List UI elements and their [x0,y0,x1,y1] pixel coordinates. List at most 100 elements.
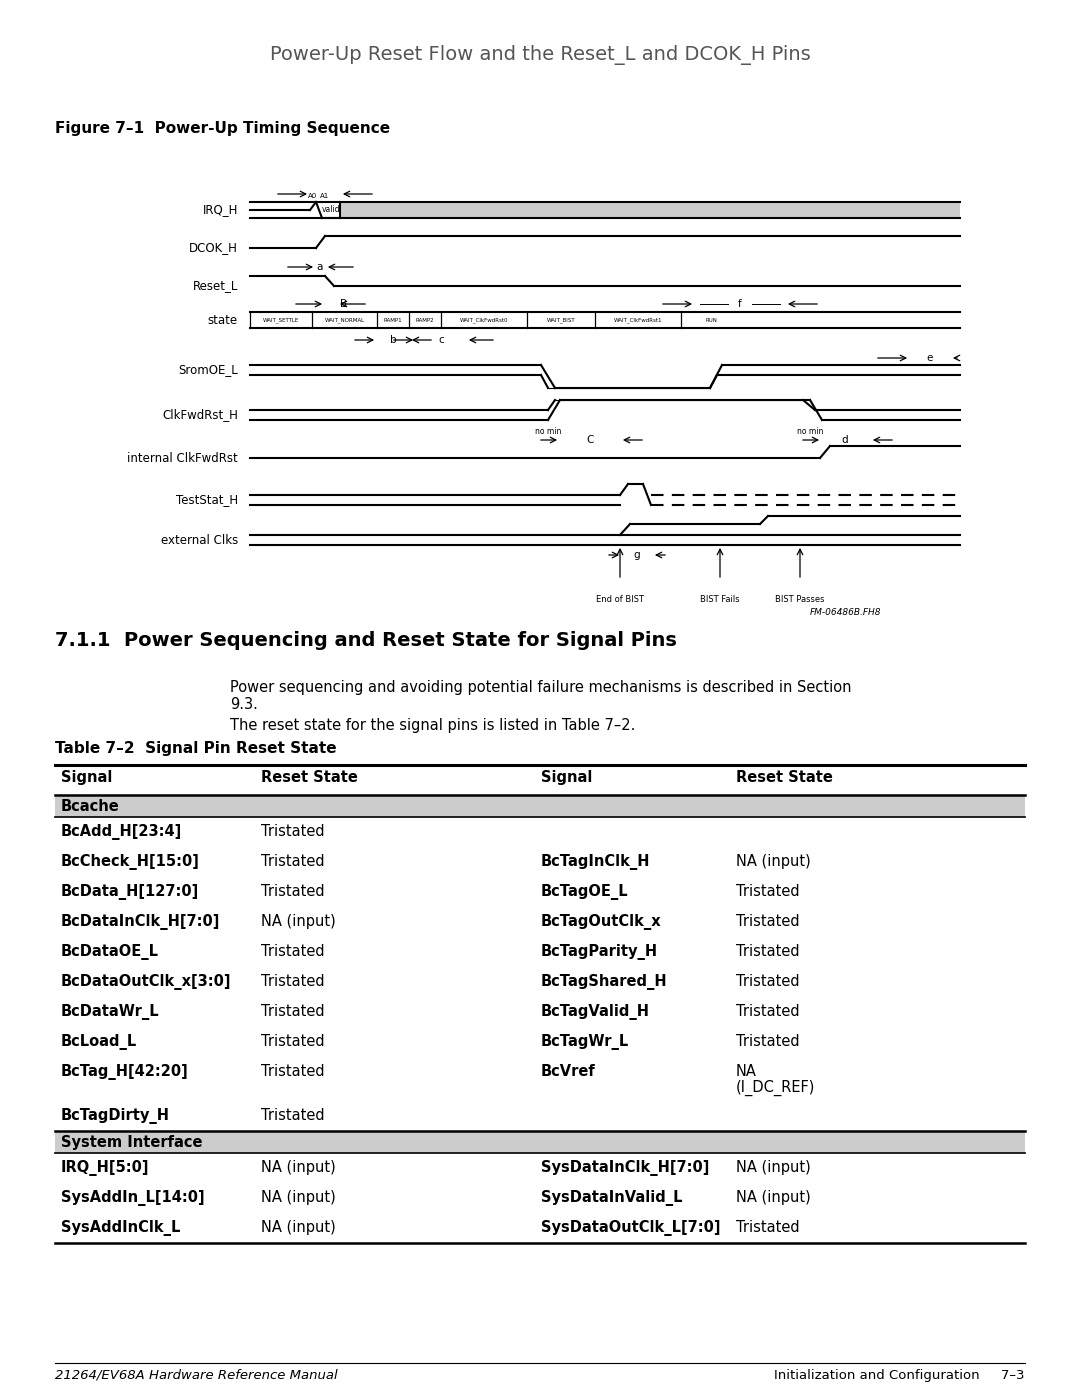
Text: BcTag_H[42:20]: BcTag_H[42:20] [60,1065,189,1080]
Text: BcTagParity_H: BcTagParity_H [541,944,658,960]
Text: BcTagValid_H: BcTagValid_H [541,1004,650,1020]
Text: Power sequencing and avoiding potential failure mechanisms is described in Secti: Power sequencing and avoiding potential … [230,680,851,712]
Text: Reset State: Reset State [261,770,357,785]
Text: BcTagShared_H: BcTagShared_H [541,974,667,990]
Text: WAIT_BIST: WAIT_BIST [546,317,576,323]
Text: SromOE_L: SromOE_L [178,363,238,377]
Text: BcLoad_L: BcLoad_L [60,1034,137,1051]
Bar [55,795,1025,817]
Text: B: B [340,299,347,309]
Text: SysAddIn_L[14:0]: SysAddIn_L[14:0] [60,1190,204,1206]
Text: C: C [586,434,594,446]
Text: Tristated: Tristated [261,1004,325,1018]
Text: BcCheck_H[15:0]: BcCheck_H[15:0] [60,854,200,870]
Text: Tristated: Tristated [735,944,799,958]
Text: Tristated: Tristated [261,1108,325,1123]
Text: Tristated: Tristated [735,1034,799,1049]
Text: NA (input): NA (input) [261,1160,336,1175]
Text: Tristated: Tristated [261,1034,325,1049]
Text: TestStat_H: TestStat_H [176,493,238,507]
Text: SysDataInClk_H[7:0]: SysDataInClk_H[7:0] [541,1160,710,1176]
Text: BcDataOutClk_x[3:0]: BcDataOutClk_x[3:0] [60,974,231,990]
Text: BcTagDirty_H: BcTagDirty_H [60,1108,170,1125]
Text: Initialization and Configuration     7–3: Initialization and Configuration 7–3 [774,1369,1025,1382]
Text: (I_DC_REF): (I_DC_REF) [735,1080,815,1097]
Text: BcData_H[127:0]: BcData_H[127:0] [60,884,199,900]
Text: BcTagOutClk_x: BcTagOutClk_x [541,914,662,930]
Text: Reset State: Reset State [735,770,833,785]
Text: Power-Up Reset Flow and the Reset_L and DCOK_H Pins: Power-Up Reset Flow and the Reset_L and … [270,45,810,66]
Text: DCOK_H: DCOK_H [189,242,238,254]
Text: BcTagOE_L: BcTagOE_L [541,884,629,900]
Text: Table 7–2  Signal Pin Reset State: Table 7–2 Signal Pin Reset State [55,740,337,756]
Text: a: a [316,263,323,272]
Text: 7.1.1  Power Sequencing and Reset State for Signal Pins: 7.1.1 Power Sequencing and Reset State f… [55,630,677,650]
Text: Reset_L: Reset_L [192,279,238,292]
Text: FM-06486B.FH8: FM-06486B.FH8 [810,608,881,617]
Text: RAMP2: RAMP2 [416,317,434,323]
Text: Signal: Signal [541,770,592,785]
Text: e: e [927,353,933,363]
Text: no min: no min [535,426,562,436]
Text: SysAddInClk_L: SysAddInClk_L [60,1220,180,1236]
Text: BIST Fails: BIST Fails [700,595,740,604]
Text: Tristated: Tristated [735,914,799,929]
Text: NA (input): NA (input) [735,854,811,869]
Text: d: d [841,434,848,446]
Text: NA (input): NA (input) [261,1190,336,1206]
Text: Tristated: Tristated [261,884,325,900]
Text: Tristated: Tristated [261,974,325,989]
Text: BcDataInClk_H[7:0]: BcDataInClk_H[7:0] [60,914,220,930]
Text: WAIT_ClkFwdRst1: WAIT_ClkFwdRst1 [613,317,662,323]
Text: Tristated: Tristated [735,884,799,900]
Text: RUN: RUN [705,317,717,323]
Bar [55,1132,1025,1153]
Text: f: f [738,299,742,309]
Bar [340,203,960,218]
Text: state: state [207,313,238,327]
Text: WAIT_ClkFwdRst0: WAIT_ClkFwdRst0 [460,317,509,323]
Text: BcDataOE_L: BcDataOE_L [60,944,159,960]
Text: NA (input): NA (input) [261,914,336,929]
Text: The reset state for the signal pins is listed in Table 7–2.: The reset state for the signal pins is l… [230,718,635,733]
Text: BcTagWr_L: BcTagWr_L [541,1034,630,1051]
Text: b: b [390,335,396,345]
Text: IRQ_H: IRQ_H [203,204,238,217]
Text: ClkFwdRst_H: ClkFwdRst_H [162,408,238,422]
Text: RAMP1: RAMP1 [383,317,403,323]
Text: valid: valid [322,205,340,215]
Text: A0: A0 [309,193,318,198]
Text: BcTagInClk_H: BcTagInClk_H [541,854,650,870]
Text: End of BIST: End of BIST [596,595,644,604]
Text: c: c [438,335,444,345]
Text: no min: no min [797,426,823,436]
Text: IRQ_H[5:0]: IRQ_H[5:0] [60,1160,149,1176]
Text: Tristated: Tristated [261,854,325,869]
Text: SysDataOutClk_L[7:0]: SysDataOutClk_L[7:0] [541,1220,720,1236]
Text: 21264/EV68A Hardware Reference Manual: 21264/EV68A Hardware Reference Manual [55,1369,338,1382]
Text: NA (input): NA (input) [735,1160,811,1175]
Text: BcVref: BcVref [541,1065,596,1078]
Text: internal ClkFwdRst: internal ClkFwdRst [127,451,238,464]
Text: Bcache: Bcache [60,799,120,814]
Text: BIST Passes: BIST Passes [775,595,825,604]
Text: NA: NA [735,1065,757,1078]
Text: Figure 7–1  Power-Up Timing Sequence: Figure 7–1 Power-Up Timing Sequence [55,120,390,136]
Text: BcDataWr_L: BcDataWr_L [60,1004,160,1020]
Text: g: g [634,550,640,560]
Text: NA (input): NA (input) [735,1190,811,1206]
Text: WAIT_NORMAL: WAIT_NORMAL [324,317,365,323]
Text: external Clks: external Clks [161,534,238,546]
Text: Tristated: Tristated [735,1004,799,1018]
Text: Tristated: Tristated [261,944,325,958]
Text: Tristated: Tristated [735,974,799,989]
Text: NA (input): NA (input) [261,1220,336,1235]
Text: Tristated: Tristated [261,824,325,840]
Text: System Interface: System Interface [60,1134,203,1150]
Text: Tristated: Tristated [261,1065,325,1078]
Text: WAIT_SETTLE: WAIT_SETTLE [262,317,299,323]
Text: Signal: Signal [60,770,112,785]
Text: Tristated: Tristated [735,1220,799,1235]
Text: A1: A1 [321,193,329,198]
Text: SysDataInValid_L: SysDataInValid_L [541,1190,683,1206]
